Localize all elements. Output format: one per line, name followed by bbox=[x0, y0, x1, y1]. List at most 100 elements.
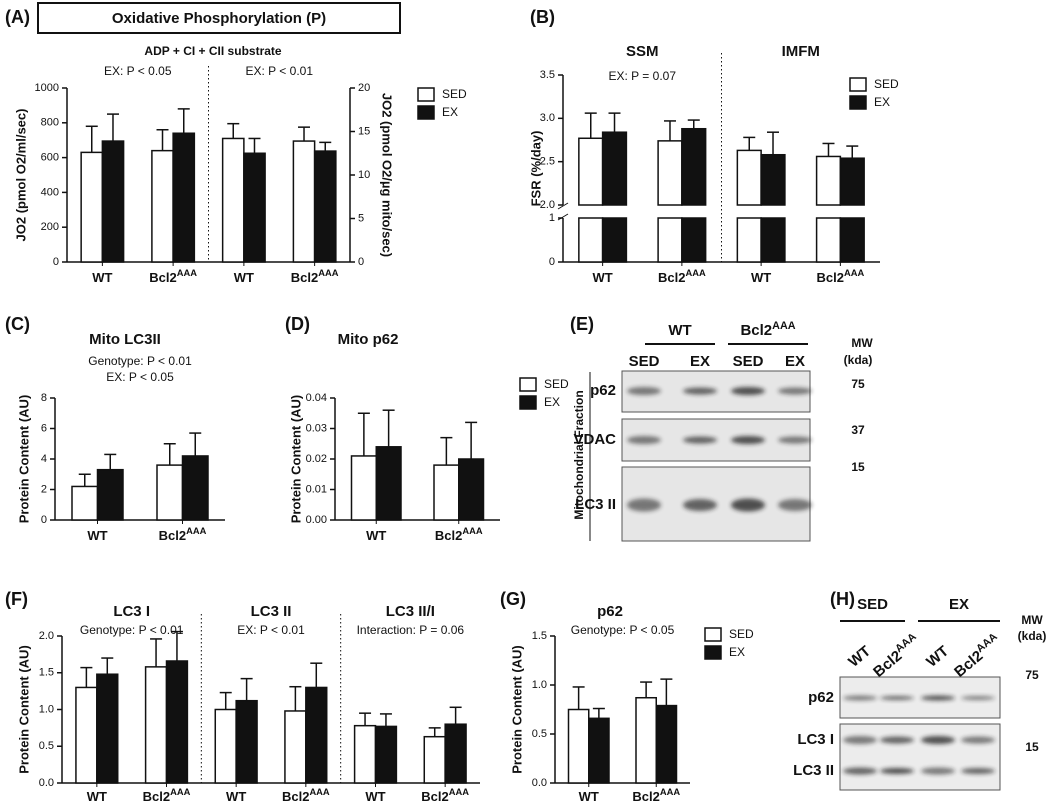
tick-label: 3.0 bbox=[540, 112, 555, 124]
tick-label: 8 bbox=[41, 392, 47, 404]
x-tick-label-text: WT bbox=[234, 270, 254, 285]
bar bbox=[444, 723, 467, 784]
x-tick-label: Bcl2AAA bbox=[149, 268, 197, 285]
tick-label: 400 bbox=[41, 186, 59, 198]
bar bbox=[815, 155, 842, 206]
x-tick-label: Bcl2AAA bbox=[435, 526, 483, 543]
lane-label: WT bbox=[845, 643, 874, 671]
bar bbox=[657, 140, 683, 206]
bar bbox=[235, 699, 258, 784]
x-tick-label-text: WT bbox=[226, 789, 246, 804]
legend-label: SED bbox=[544, 377, 569, 391]
tick-label: 0 bbox=[358, 256, 364, 268]
annotation: EX: P < 0.05 bbox=[106, 370, 174, 384]
bar bbox=[736, 149, 762, 206]
error-bar bbox=[106, 113, 119, 142]
tick-label: 1 bbox=[549, 212, 555, 224]
x-tick-label-sup: AAA bbox=[462, 526, 482, 536]
band bbox=[880, 768, 914, 774]
panel-label: (C) bbox=[5, 314, 30, 334]
x-tick-label: Bcl2AAA bbox=[143, 787, 191, 804]
error-bar bbox=[156, 129, 169, 151]
error-bar bbox=[357, 412, 370, 456]
error-bar bbox=[465, 421, 478, 459]
annotation: EX: P < 0.01 bbox=[246, 64, 314, 78]
bar bbox=[305, 686, 328, 784]
group-title: LC3 I bbox=[113, 603, 150, 620]
error-bar bbox=[428, 727, 441, 737]
tick-label: 2 bbox=[41, 483, 47, 495]
band bbox=[843, 695, 877, 701]
group-header-text: SED bbox=[857, 596, 888, 613]
row-label: LC3 II bbox=[575, 496, 616, 513]
group-header-text: WT bbox=[668, 322, 691, 339]
chart-subtitle: ADP + CI + CII substrate bbox=[144, 44, 281, 58]
legend-label: EX bbox=[874, 95, 890, 109]
bar bbox=[313, 150, 337, 263]
error-bar bbox=[572, 686, 585, 710]
bar bbox=[655, 704, 678, 784]
bar bbox=[635, 696, 657, 784]
legend-swatch bbox=[704, 627, 722, 642]
x-tick-label: Bcl2AAA bbox=[658, 268, 706, 285]
bar bbox=[96, 468, 124, 521]
error-bar bbox=[240, 677, 253, 701]
legend-swatch bbox=[519, 395, 537, 410]
lane-label: WT bbox=[923, 643, 952, 671]
mw-label: 15 bbox=[1025, 740, 1039, 754]
x-tick-label-sup: AAA bbox=[309, 787, 329, 797]
x-tick-label: Bcl2AAA bbox=[632, 787, 680, 804]
x-tick-label: WT bbox=[92, 270, 112, 285]
x-tick-label: WT bbox=[87, 528, 107, 543]
lane-label: SED bbox=[733, 353, 764, 370]
x-tick-label-text: Bcl2 bbox=[149, 270, 176, 285]
tick-label: 0.0 bbox=[39, 777, 54, 789]
panel-label: (B) bbox=[530, 7, 555, 27]
error-bar bbox=[248, 137, 261, 154]
x-tick-label-text: Bcl2 bbox=[159, 528, 186, 543]
tick-label: 0.00 bbox=[306, 514, 327, 526]
bar bbox=[80, 151, 104, 263]
x-tick-label-text: Bcl2 bbox=[817, 270, 844, 285]
group-title: LC3 II/I bbox=[386, 603, 435, 620]
tick-label: 200 bbox=[41, 221, 59, 233]
error-bar bbox=[289, 685, 302, 711]
group-header: Bcl2AAA bbox=[740, 320, 795, 339]
error-bar bbox=[219, 691, 232, 710]
annotation: EX: P < 0.05 bbox=[104, 64, 172, 78]
row-label: LC3 II bbox=[793, 762, 834, 779]
bar-lower bbox=[578, 217, 604, 263]
bar bbox=[144, 666, 168, 784]
band bbox=[683, 436, 717, 444]
x-tick-label-text: WT bbox=[87, 789, 107, 804]
lane-label-text: EX bbox=[690, 353, 710, 370]
annotation: Genotype: P < 0.05 bbox=[571, 623, 675, 637]
bar bbox=[601, 131, 628, 206]
axis-break bbox=[557, 213, 569, 221]
panel-label: (D) bbox=[285, 314, 310, 334]
band bbox=[880, 696, 914, 700]
bar bbox=[760, 153, 786, 206]
tick-label: 3.5 bbox=[540, 69, 555, 81]
error-bar bbox=[170, 630, 183, 661]
bar-lower bbox=[601, 217, 628, 263]
panel-label: (E) bbox=[570, 314, 594, 334]
x-tick-label-text: WT bbox=[365, 789, 385, 804]
legend-swatch bbox=[849, 77, 867, 92]
bar bbox=[681, 127, 707, 206]
bar bbox=[588, 717, 610, 784]
lane-label-text: WT bbox=[923, 643, 952, 671]
error-bar bbox=[379, 713, 392, 727]
error-bar bbox=[640, 681, 653, 698]
error-bar bbox=[298, 126, 311, 142]
x-tick-label: WT bbox=[751, 270, 771, 285]
band bbox=[961, 696, 995, 700]
bar bbox=[172, 132, 196, 263]
side-label: Mitochondrial Fraction bbox=[572, 390, 586, 519]
band bbox=[627, 387, 661, 395]
legend-label: EX bbox=[544, 395, 560, 409]
error-bar bbox=[189, 432, 202, 456]
annotation: Genotype: P < 0.01 bbox=[80, 623, 184, 637]
legend-label: SED bbox=[729, 627, 754, 641]
bar-lower bbox=[760, 217, 786, 263]
